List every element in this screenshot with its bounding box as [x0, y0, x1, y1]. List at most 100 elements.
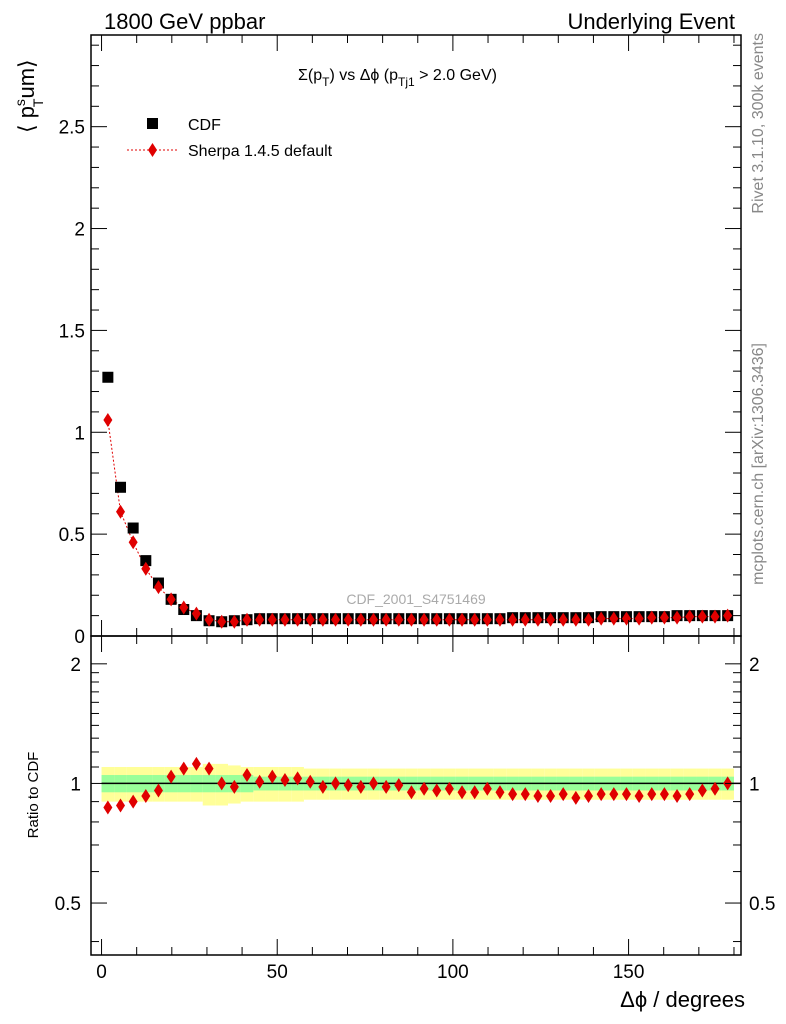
- cdf-point: [115, 481, 127, 493]
- main-ytick-label: 0: [74, 627, 85, 648]
- ratio-point: [217, 776, 227, 791]
- legend: CDF Sherpa 1.4.5 default: [127, 117, 333, 160]
- sherpa-point: [191, 606, 201, 621]
- mcplots-label: mcplots.cern.ch [arXiv:1306.3436]: [750, 343, 767, 585]
- ratio-point: [406, 785, 416, 800]
- ratio-point: [672, 788, 682, 803]
- ratio-point: [305, 774, 315, 789]
- sherpa-point: [609, 611, 619, 626]
- ylabel-sup: s: [12, 99, 28, 106]
- xtick-label: 150: [613, 962, 645, 983]
- header-left: 1800 GeV ppbar: [104, 9, 265, 34]
- sherpa-point: [343, 612, 353, 627]
- main-ytick-label: 2: [74, 220, 85, 241]
- sherpa-point: [457, 612, 467, 627]
- ratio-point: [255, 774, 265, 789]
- title-vs: ) vs Δϕ (p: [329, 67, 398, 84]
- ratio-point: [204, 761, 214, 776]
- ratio-ytick-label-right: 2: [749, 655, 760, 676]
- ratio-point: [293, 771, 303, 786]
- main-ylabel: ⟨ ps Tum⟩: [12, 59, 46, 133]
- ratio-ytick-label: 1: [70, 774, 81, 795]
- ratio-point: [571, 790, 581, 805]
- ratio-point: [141, 788, 151, 803]
- sherpa-point: [520, 612, 530, 627]
- ratio-point: [356, 779, 366, 794]
- ratio-point: [267, 769, 277, 784]
- sherpa-point: [204, 612, 214, 627]
- ratio-point: [318, 779, 328, 794]
- sherpa-point: [596, 611, 606, 626]
- sherpa-point: [508, 612, 518, 627]
- sherpa-point: [116, 504, 126, 519]
- ratio-point: [444, 781, 454, 796]
- sherpa-point: [280, 612, 290, 627]
- sherpa-point: [381, 612, 391, 627]
- sherpa-point: [128, 535, 138, 550]
- ylabel-sub: T: [30, 98, 46, 107]
- cdf-point: [140, 555, 152, 567]
- ratio-point: [457, 785, 467, 800]
- sherpa-point: [659, 610, 669, 625]
- sherpa-point: [394, 612, 404, 627]
- ratio-point: [166, 769, 176, 784]
- cdf-point: [102, 371, 114, 383]
- ratio-point: [153, 783, 163, 798]
- main-ytick-label: 1.5: [59, 321, 85, 342]
- ratio-point: [482, 781, 492, 796]
- sherpa-point: [710, 609, 720, 624]
- xtick-label: 0: [96, 962, 107, 983]
- sherpa-point: [584, 612, 594, 627]
- sherpa-point: [482, 612, 492, 627]
- sherpa-point: [495, 612, 505, 627]
- title-sub-tj1: Tj1: [398, 75, 415, 89]
- ratio-point: [609, 787, 619, 802]
- sherpa-point: [697, 609, 707, 624]
- sherpa-point: [141, 561, 151, 576]
- ratio-point: [621, 787, 631, 802]
- ratio-point: [229, 779, 239, 794]
- ratio-point: [368, 776, 378, 791]
- ratio-ytick-label: 2: [70, 655, 81, 676]
- ylabel-open: ⟨ p: [14, 106, 39, 133]
- sherpa-point: [179, 600, 189, 615]
- ratio-point: [558, 787, 568, 802]
- sherpa-point: [444, 612, 454, 627]
- title-sigma: Σ(p: [298, 67, 322, 84]
- ratio-point: [128, 794, 138, 809]
- rivet-label: Rivet 3.1.10, 300k events: [750, 33, 767, 214]
- ratio-ytick-label-right: 0.5: [749, 894, 775, 915]
- analysis-watermark: CDF_2001_S4751469: [346, 591, 486, 607]
- ratio-ylabel: Ratio to CDF: [25, 752, 42, 839]
- x-axis-label: Δϕ / degrees: [620, 987, 745, 1012]
- legend-sherpa-label: Sherpa 1.4.5 default: [188, 143, 333, 160]
- sherpa-point: [647, 610, 657, 625]
- ratio-point: [242, 768, 252, 783]
- ratio-point: [710, 781, 720, 796]
- sherpa-point: [267, 612, 277, 627]
- header-right: Underlying Event: [567, 9, 735, 34]
- sherpa-point: [634, 611, 644, 626]
- data-marks: [102, 371, 734, 815]
- sherpa-point: [723, 608, 733, 623]
- ratio-point: [533, 788, 543, 803]
- main-title: Σ(pT) vs Δϕ (pTj1 > 2.0 GeV): [298, 67, 497, 89]
- ratio-point: [280, 773, 290, 788]
- ratio-point: [659, 787, 669, 802]
- ratio-point: [520, 787, 530, 802]
- sherpa-point: [217, 614, 227, 629]
- sherpa-point: [470, 612, 480, 627]
- title-cut: > 2.0 GeV): [415, 67, 497, 84]
- axes: 0 0.5 1 1.5 2 2.5 0.5 0.5 1 1 2 2 0 50 100 150: [55, 34, 775, 983]
- ratio-uncertainty-bands: [101, 763, 741, 806]
- main-ytick-label: 2.5: [59, 118, 85, 139]
- ratio-point: [495, 785, 505, 800]
- ratio-point: [697, 783, 707, 798]
- cdf-point: [127, 522, 139, 534]
- main-ytick-label: 0.5: [59, 525, 85, 546]
- ratio-ytick-label-right: 1: [749, 774, 760, 795]
- ratio-point: [103, 800, 113, 815]
- sherpa-point: [672, 610, 682, 625]
- sherpa-point: [103, 413, 113, 428]
